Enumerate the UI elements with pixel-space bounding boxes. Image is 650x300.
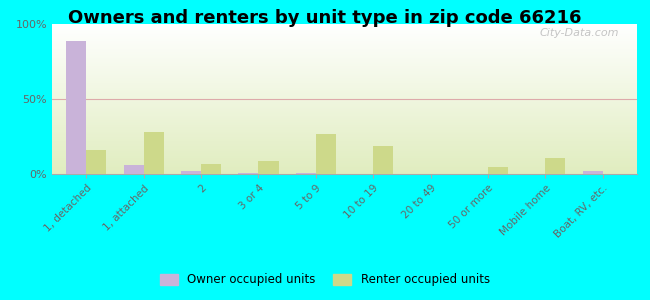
Bar <box>373 146 393 174</box>
Bar <box>124 165 144 174</box>
Bar <box>201 164 221 174</box>
Bar <box>545 158 566 174</box>
Bar <box>296 172 316 174</box>
Bar <box>239 172 259 174</box>
Bar <box>259 160 279 174</box>
Bar <box>488 167 508 174</box>
Text: Owners and renters by unit type in zip code 66216: Owners and renters by unit type in zip c… <box>68 9 582 27</box>
Bar <box>582 171 603 174</box>
Bar <box>144 132 164 174</box>
Bar <box>316 134 336 174</box>
Bar <box>181 171 201 174</box>
Bar <box>66 40 86 174</box>
Legend: Owner occupied units, Renter occupied units: Owner occupied units, Renter occupied un… <box>155 269 495 291</box>
Bar <box>86 150 107 174</box>
Text: City-Data.com: City-Data.com <box>540 28 619 38</box>
